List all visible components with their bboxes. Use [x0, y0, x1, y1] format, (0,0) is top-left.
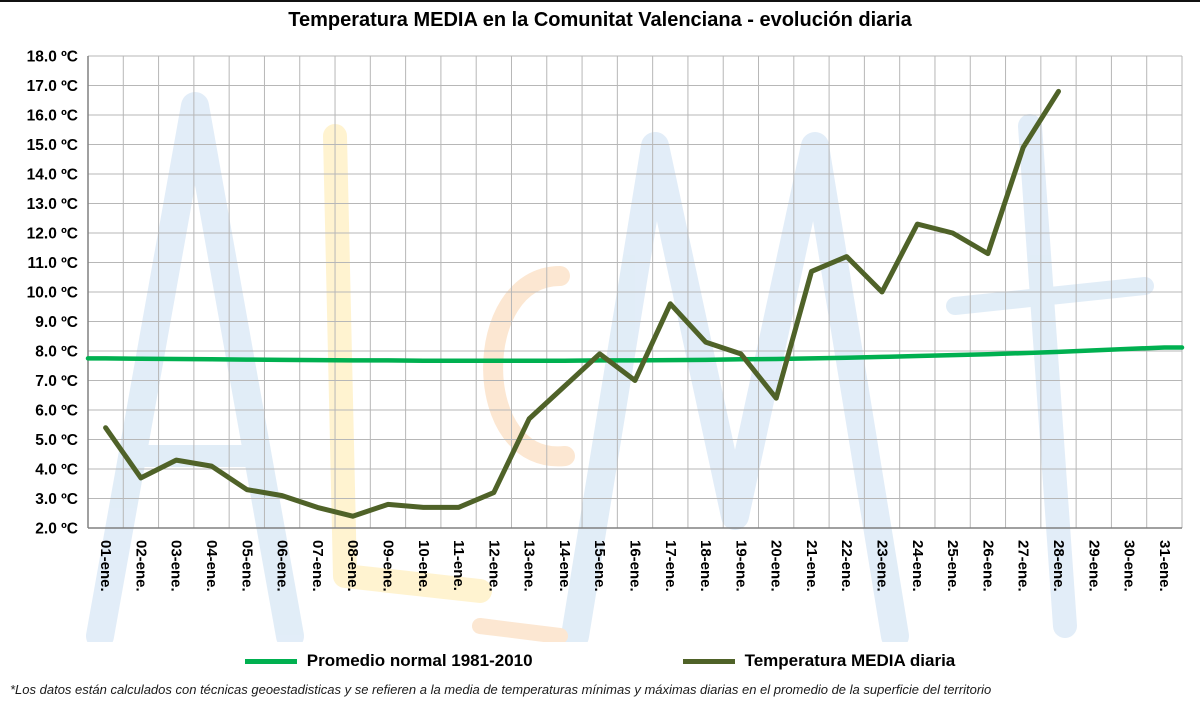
- gridlines: [87, 55, 1183, 529]
- svg-text:9.0 ºC: 9.0 ºC: [35, 314, 78, 331]
- y-axis-labels: 18.0 ºC 17.0 ºC 16.0 ºC 15.0 ºC 14.0 ºC 13.0 …: [27, 49, 78, 538]
- svg-text:14.0 ºC: 14.0 ºC: [27, 167, 78, 184]
- svg-text:17.0 ºC: 17.0 ºC: [27, 78, 78, 95]
- svg-text:13.0 ºC: 13.0 ºC: [27, 196, 78, 213]
- legend-swatch-promedio: [244, 658, 297, 664]
- series-line-1: [103, 88, 1061, 519]
- svg-text:18-ene.: 18-ene.: [697, 540, 714, 592]
- svg-text:8.0 ºC: 8.0 ºC: [35, 344, 78, 361]
- svg-text:08-ene.: 08-ene.: [344, 540, 361, 592]
- chart-svg: 18.0 ºC 17.0 ºC 16.0 ºC 15.0 ºC 14.0 ºC 13.0 …: [27, 49, 1185, 650]
- svg-text:15.0 ºC: 15.0 ºC: [27, 137, 78, 154]
- svg-text:27-ene.: 27-ene.: [1015, 540, 1032, 592]
- svg-text:10.0 ºC: 10.0 ºC: [27, 285, 78, 302]
- svg-text:21-ene.: 21-ene.: [803, 540, 820, 592]
- svg-text:11.0 ºC: 11.0 ºC: [28, 255, 78, 272]
- svg-text:25-ene.: 25-ene.: [944, 540, 961, 592]
- svg-text:12.0 ºC: 12.0 ºC: [27, 226, 78, 243]
- svg-text:14-ene.: 14-ene.: [556, 540, 573, 592]
- svg-text:09-ene.: 09-ene.: [379, 540, 396, 592]
- svg-text:23-ene.: 23-ene.: [874, 540, 891, 592]
- chart-canvas: 18.0 ºC 17.0 ºC 16.0 ºC 15.0 ºC 14.0 ºC 13.0 …: [0, 36, 1200, 650]
- svg-text:03-ene.: 03-ene.: [168, 540, 185, 592]
- watermark: [86, 92, 1154, 650]
- svg-text:19-ene.: 19-ene.: [732, 540, 749, 592]
- svg-text:30-ene.: 30-ene.: [1121, 540, 1138, 592]
- svg-text:24-ene.: 24-ene.: [909, 540, 926, 592]
- legend-item-diaria: Temperatura MEDIA diaria: [682, 651, 956, 671]
- svg-text:29-ene.: 29-ene.: [1085, 540, 1102, 592]
- svg-text:2.0 ºC: 2.0 ºC: [35, 521, 78, 538]
- footnote: *Los datos están calculados con técnicas…: [10, 682, 992, 697]
- svg-text:18.0 ºC: 18.0 ºC: [27, 49, 78, 66]
- svg-text:12-ene.: 12-ene.: [485, 540, 502, 592]
- svg-text:5.0 ºC: 5.0 ºC: [35, 432, 78, 449]
- x-axis-labels: 01-ene. 02-ene. 03-ene. 04-ene. 05-ene. 06-en…: [97, 540, 1173, 592]
- svg-text:13-ene.: 13-ene.: [521, 540, 538, 592]
- svg-text:17-ene.: 17-ene.: [662, 540, 679, 592]
- svg-text:6.0 ºC: 6.0 ºC: [35, 403, 78, 420]
- svg-text:3.0 ºC: 3.0 ºC: [35, 491, 78, 508]
- svg-text:28-ene.: 28-ene.: [1050, 540, 1067, 592]
- svg-text:20-ene.: 20-ene.: [768, 540, 785, 592]
- svg-text:07-ene.: 07-ene.: [309, 540, 326, 592]
- svg-text:04-ene.: 04-ene.: [203, 540, 220, 592]
- svg-text:06-ene.: 06-ene.: [274, 540, 291, 592]
- svg-text:05-ene.: 05-ene.: [238, 540, 255, 592]
- svg-text:16.0 ºC: 16.0 ºC: [27, 108, 78, 125]
- svg-text:26-ene.: 26-ene.: [979, 540, 996, 592]
- chart-title: Temperatura MEDIA en la Comunitat Valenc…: [288, 9, 912, 31]
- legend-swatch-diaria: [682, 658, 735, 664]
- legend: Promedio normal 1981-2010 Temperatura ME…: [0, 642, 1200, 680]
- svg-text:7.0 ºC: 7.0 ºC: [35, 373, 78, 390]
- legend-label-diaria: Temperatura MEDIA diaria: [744, 651, 956, 670]
- svg-text:16-ene.: 16-ene.: [627, 540, 644, 592]
- svg-text:01-ene.: 01-ene.: [97, 540, 114, 592]
- svg-text:4.0 ºC: 4.0 ºC: [35, 462, 78, 479]
- axis-lines: [87, 56, 1182, 529]
- svg-text:10-ene.: 10-ene.: [415, 540, 432, 592]
- svg-text:22-ene.: 22-ene.: [838, 540, 855, 592]
- legend-label-promedio: Promedio normal 1981-2010: [306, 651, 533, 670]
- svg-text:02-ene.: 02-ene.: [132, 540, 149, 592]
- svg-text:15-ene.: 15-ene.: [591, 540, 608, 592]
- svg-text:11-ene.: 11-ene.: [450, 540, 467, 591]
- series-line-0: [85, 345, 1185, 363]
- legend-item-promedio: Promedio normal 1981-2010: [244, 651, 533, 671]
- svg-text:31-ene.: 31-ene.: [1156, 540, 1173, 592]
